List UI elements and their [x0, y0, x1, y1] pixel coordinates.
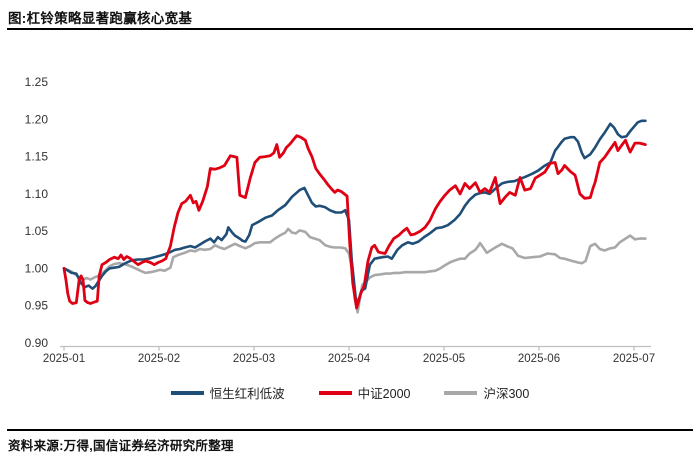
source-note: 资料来源:万得,国信证券经济研究所整理 [8, 439, 234, 453]
y-tick-label: 0.90 [25, 336, 49, 350]
legend-label: 恒生红利低波 [209, 387, 285, 401]
legend-swatch-icon [444, 390, 478, 395]
y-tick-label: 1.20 [25, 112, 49, 126]
x-tick-label: 2025-03 [233, 353, 275, 365]
legend-item-1: 中证2000 [318, 383, 411, 402]
title-divider [7, 28, 693, 30]
x-tick-label: 2025-01 [43, 353, 85, 365]
footer-divider [7, 429, 693, 431]
x-tick-label: 2025-05 [423, 353, 465, 365]
y-tick-label: 0.95 [25, 299, 49, 313]
x-tick-label: 2025-04 [328, 353, 371, 365]
legend-item-0: 恒生红利低波 [170, 383, 285, 402]
y-tick-label: 1.10 [25, 187, 49, 201]
chart-legend: 恒生红利低波 中证2000 沪深300 [0, 383, 700, 402]
series-line-0 [62, 119, 647, 307]
x-tick-label: 2025-02 [138, 353, 180, 365]
series-line-1 [62, 134, 647, 310]
y-tick-label: 1.25 [25, 75, 49, 89]
legend-swatch-icon [318, 390, 352, 395]
legend-item-2: 沪深300 [444, 383, 529, 402]
series-line-2 [62, 227, 647, 314]
y-tick-label: 1.05 [25, 224, 49, 238]
legend-label: 沪深300 [483, 387, 530, 401]
x-tick-label: 2025-07 [613, 353, 655, 365]
line-chart: 0.90 0.95 1.00 1.05 1.10 1.15 1.20 1.25 2025-01 2… [25, 75, 655, 365]
legend-label: 中证2000 [357, 387, 411, 401]
y-tick-label: 1.00 [25, 261, 49, 275]
legend-swatch-icon [170, 390, 204, 395]
figure-title: 图:杠铃策略显著跑赢核心宽基 [8, 11, 193, 26]
y-tick-label: 1.15 [25, 150, 49, 164]
x-tick-label: 2025-06 [518, 353, 560, 365]
